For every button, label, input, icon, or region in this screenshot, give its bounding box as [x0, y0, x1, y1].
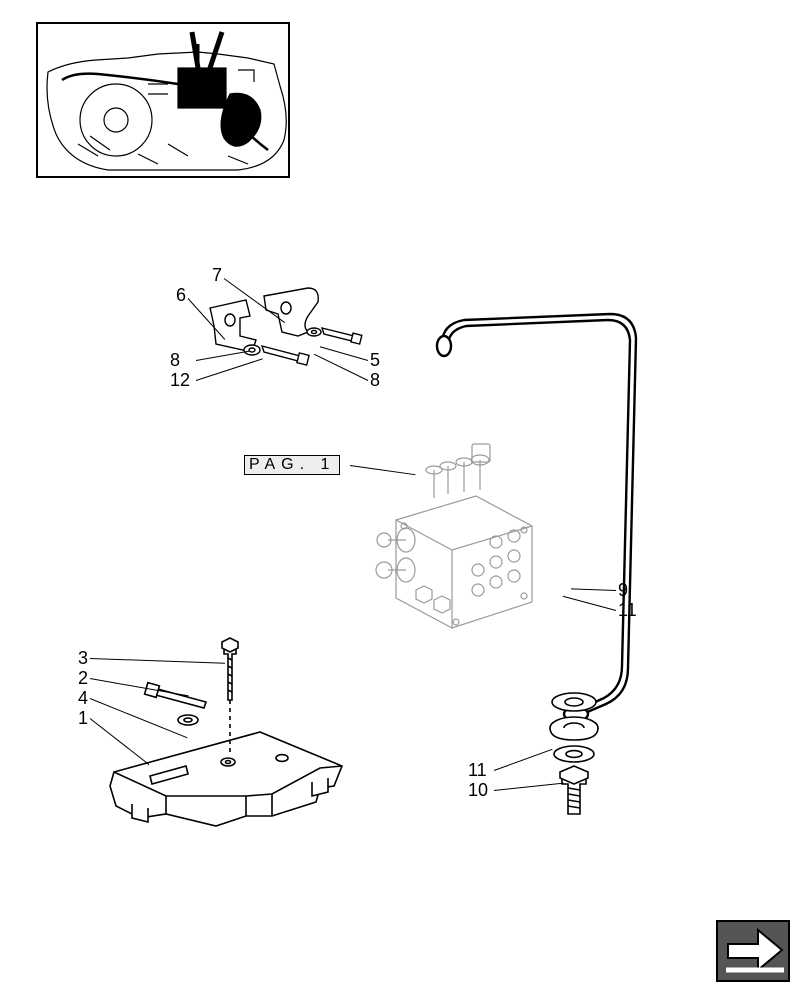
page-reference-label: PAG. 1 — [244, 455, 340, 475]
callout-1: 1 — [78, 708, 88, 729]
banjo-fitting-stack — [534, 688, 614, 828]
callout-5: 5 — [370, 350, 380, 371]
callout-2: 2 — [78, 668, 88, 689]
callout-6: 6 — [176, 285, 186, 306]
mounting-plate-assembly — [96, 636, 356, 856]
callout-7: 7 — [212, 265, 222, 286]
next-page-arrow-icon — [718, 922, 792, 984]
reference-thumbnail-box — [36, 22, 290, 178]
upper-bracket-assembly — [190, 286, 390, 396]
callout-3: 3 — [78, 648, 88, 669]
diagram-canvas: PAG. 1 — [0, 0, 812, 1000]
callout-11: 11 — [468, 760, 487, 781]
callout-9: 9 — [618, 580, 628, 601]
next-page-tile[interactable] — [716, 920, 790, 982]
callout-4: 4 — [78, 688, 88, 709]
callout-10: 10 — [468, 780, 488, 801]
callout-8b: 8 — [370, 370, 380, 391]
callout-8: 8 — [170, 350, 180, 371]
callout-12: 12 — [170, 370, 190, 391]
reference-thumbnail-drawing — [38, 24, 292, 180]
callout-11top: 11 — [618, 600, 637, 621]
page-reference-text: PAG. 1 — [249, 456, 335, 473]
